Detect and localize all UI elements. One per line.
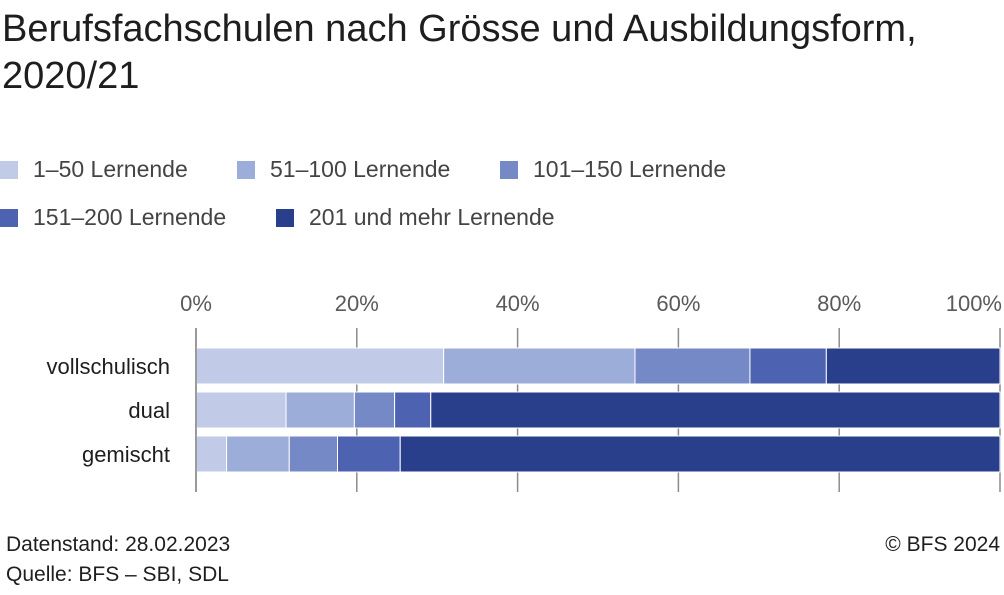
bar-segment: [195, 435, 228, 473]
x-tick-label: 20%: [335, 291, 379, 316]
legend-label: 151–200 Lernende: [33, 204, 227, 230]
legend-label: 1–50 Lernende: [33, 156, 188, 182]
bar-segment: [195, 391, 287, 429]
legend-label: 201 und mehr Lernende: [309, 204, 555, 230]
bar-segment: [337, 435, 401, 473]
x-tick-label: 100%: [946, 291, 1002, 316]
bar-segment: [634, 347, 751, 385]
source-text: Quelle: BFS – SBI, SDL: [6, 563, 229, 586]
x-tick-label: 0%: [180, 291, 212, 316]
bar-segment: [195, 347, 445, 385]
copyright-text: © BFS 2024: [885, 533, 1000, 556]
bar-segment: [430, 391, 1001, 429]
legend-label: 101–150 Lernende: [533, 156, 727, 182]
legend-label: 51–100 Lernende: [270, 156, 451, 182]
bar-segment: [288, 435, 339, 473]
bar-segment: [825, 347, 1001, 385]
legend-swatch: [0, 208, 18, 227]
category-label: gemischt: [82, 442, 170, 467]
datenstand-text: Datenstand: 28.02.2023: [6, 533, 231, 556]
bar-segment: [443, 347, 636, 385]
bar-segment: [399, 435, 1001, 473]
bar-segment: [285, 391, 355, 429]
legend-swatch: [276, 208, 294, 227]
legend-item: 151–200 Lernende: [0, 204, 226, 231]
legend-swatch: [0, 160, 18, 179]
legend-item: 101–150 Lernende: [500, 156, 726, 183]
chart-legend: 1–50 Lernende 51–100 Lernende 101–150 Lern…: [0, 156, 1000, 246]
footer-source: Datenstand: 28.02.2023 Quelle: BFS – SBI…: [6, 530, 230, 590]
legend-item: 51–100 Lernende: [237, 156, 450, 183]
chart-title: Berufsfachschulen nach Grösse und Ausbil…: [2, 8, 917, 97]
bar-segment: [353, 391, 396, 429]
bar-segment: [394, 391, 432, 429]
bar-segment: [226, 435, 290, 473]
category-label: vollschulisch: [47, 354, 171, 379]
bar-segment: [749, 347, 827, 385]
legend-item: 201 und mehr Lernende: [276, 204, 555, 231]
legend-item: 1–50 Lernende: [0, 156, 188, 183]
chart-plot: 0% 20% 40% 60% 80% 100% vollschulisch dual gemis…: [47, 291, 1002, 492]
x-tick-label: 80%: [817, 291, 861, 316]
legend-swatch: [237, 160, 255, 179]
x-tick-label: 60%: [656, 291, 700, 316]
x-tick-label: 40%: [496, 291, 540, 316]
category-label: dual: [128, 398, 170, 423]
legend-swatch: [500, 160, 518, 179]
